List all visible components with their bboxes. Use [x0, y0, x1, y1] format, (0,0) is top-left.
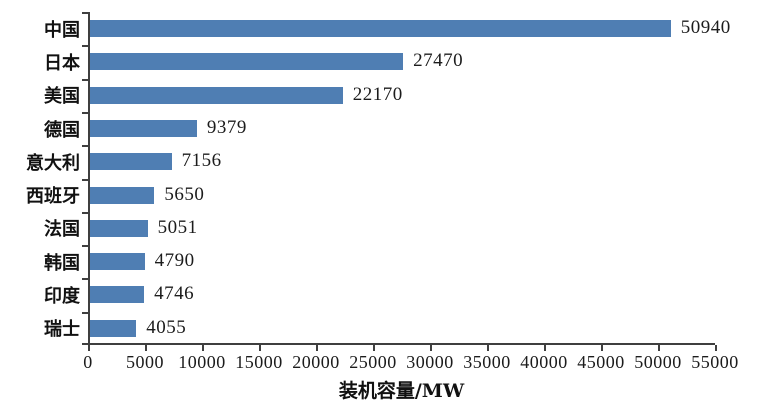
value-label: 5051 [157, 216, 198, 238]
x-tick-label: 0 [83, 352, 93, 372]
bar-row: 27470 [90, 45, 715, 78]
y-axis-tick [82, 78, 88, 81]
x-axis-tick [658, 345, 660, 351]
category-label-法国: 法国 [44, 219, 80, 241]
bar-法国 [90, 219, 148, 237]
bar-意大利 [90, 153, 172, 171]
value-label: 4746 [154, 283, 195, 305]
y-axis-tick [82, 45, 88, 48]
value-label: 5650 [164, 183, 205, 205]
x-tick-label: 50000 [634, 352, 682, 372]
bar-德国 [90, 119, 197, 137]
x-axis-title: 装机容量/MW [338, 380, 465, 402]
category-label-西班牙: 西班牙 [26, 186, 80, 208]
x-axis-tick [544, 345, 546, 351]
x-axis-tick [145, 345, 147, 351]
bar-row: 22170 [90, 79, 715, 112]
x-axis-tick [487, 345, 489, 351]
bar-row: 7156 [90, 145, 715, 178]
x-axis-tick [316, 345, 318, 351]
category-label-韩国: 韩国 [44, 252, 80, 274]
value-label: 22170 [352, 83, 403, 105]
x-axis-tick [715, 345, 717, 351]
bar-row: 5051 [90, 212, 715, 245]
bar-row: 5650 [90, 179, 715, 212]
x-tick-label: 35000 [463, 352, 511, 372]
x-axis-tick [202, 345, 204, 351]
x-axis-tick [430, 345, 432, 351]
category-label-美国: 美国 [44, 86, 80, 108]
x-tick-label: 55000 [691, 352, 739, 372]
bar-西班牙 [90, 186, 155, 204]
bar-瑞士 [90, 319, 137, 337]
category-label-瑞士: 瑞士 [44, 319, 80, 341]
x-tick-label: 30000 [406, 352, 454, 372]
category-label-日本: 日本 [44, 52, 80, 74]
y-axis-tick [82, 278, 88, 281]
y-axis-tick [82, 111, 88, 114]
bar-row: 9379 [90, 112, 715, 145]
bar-row: 4790 [90, 245, 715, 278]
x-tick-label: 45000 [577, 352, 625, 372]
x-tick-label: 40000 [520, 352, 568, 372]
x-axis-tick [601, 345, 603, 351]
value-label: 50940 [680, 17, 731, 38]
value-label: 4055 [146, 316, 187, 338]
y-axis-tick [82, 343, 88, 345]
value-label: 9379 [206, 116, 247, 138]
x-tick-label: 5000 [126, 352, 164, 372]
x-axis-tick [259, 345, 261, 351]
x-tick-label: 25000 [349, 352, 397, 372]
y-axis-tick [82, 211, 88, 214]
x-tick-label: 10000 [178, 352, 226, 372]
y-axis-tick [82, 145, 88, 148]
bar-row: 50940 [90, 12, 730, 45]
bar-美国 [90, 86, 343, 104]
y-axis-tick [82, 12, 88, 14]
value-label: 7156 [181, 150, 222, 172]
category-label-中国: 中国 [44, 19, 80, 41]
x-axis-tick [88, 345, 90, 351]
bar-row: 4055 [90, 312, 715, 345]
value-label: 4790 [154, 250, 195, 272]
x-axis-tick [373, 345, 375, 351]
x-tick-label: 15000 [235, 352, 283, 372]
bar-印度 [90, 286, 145, 304]
category-label-德国: 德国 [44, 119, 80, 141]
value-label: 27470 [413, 50, 464, 72]
bar-日本 [90, 53, 404, 71]
y-axis-tick [82, 178, 88, 181]
category-label-意大利: 意大利 [26, 152, 80, 174]
bar-韩国 [90, 253, 145, 271]
x-tick-label: 20000 [292, 352, 340, 372]
bar-row: 4746 [90, 278, 715, 311]
bar-中国 [90, 20, 671, 37]
plot-area: 50940 27470 22170 9379 7156 5650 5051 4790 4746 4… [88, 12, 730, 345]
y-axis-tick [82, 311, 88, 314]
y-axis-tick [82, 245, 88, 248]
category-label-印度: 印度 [44, 286, 80, 308]
